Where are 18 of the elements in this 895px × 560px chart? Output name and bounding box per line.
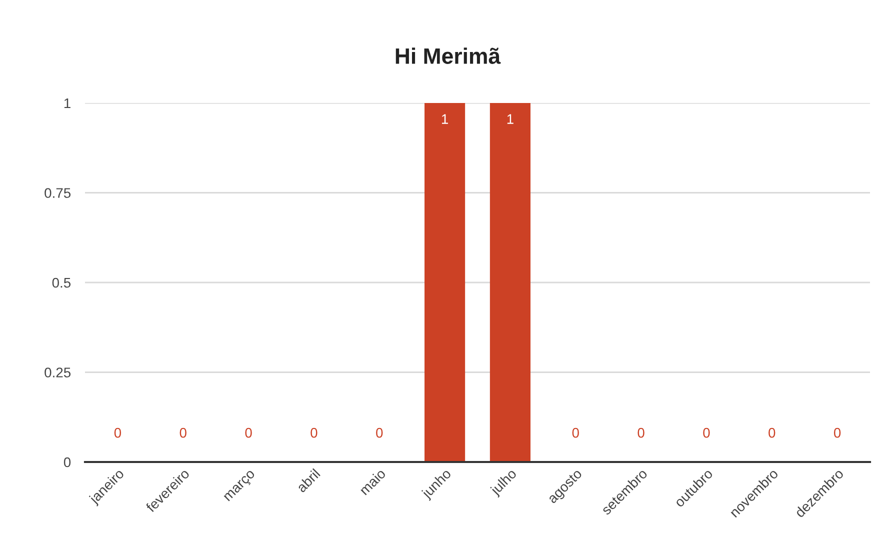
data-label: 0 [572,428,579,438]
data-label: 0 [376,428,383,438]
data-label: 0 [114,428,122,438]
y-tick-label: 0 [64,457,71,468]
chart-title: Hi Merimã [396,48,501,64]
data-label: 0 [180,428,186,438]
data-label: 0 [703,428,710,438]
data-label: 0 [638,428,644,438]
data-label: 1 [507,114,514,124]
data-label: 1 [442,114,448,124]
data-label: 0 [245,428,252,438]
y-tick-label: 0.25 [44,368,71,378]
data-label: 0 [768,428,776,438]
y-tick-label: 1 [64,98,70,108]
data-label: 0 [310,428,318,438]
y-tick-label: 0.5 [52,278,71,288]
data-label: 0 [834,428,841,438]
y-tick-label: 0.75 [44,188,71,198]
